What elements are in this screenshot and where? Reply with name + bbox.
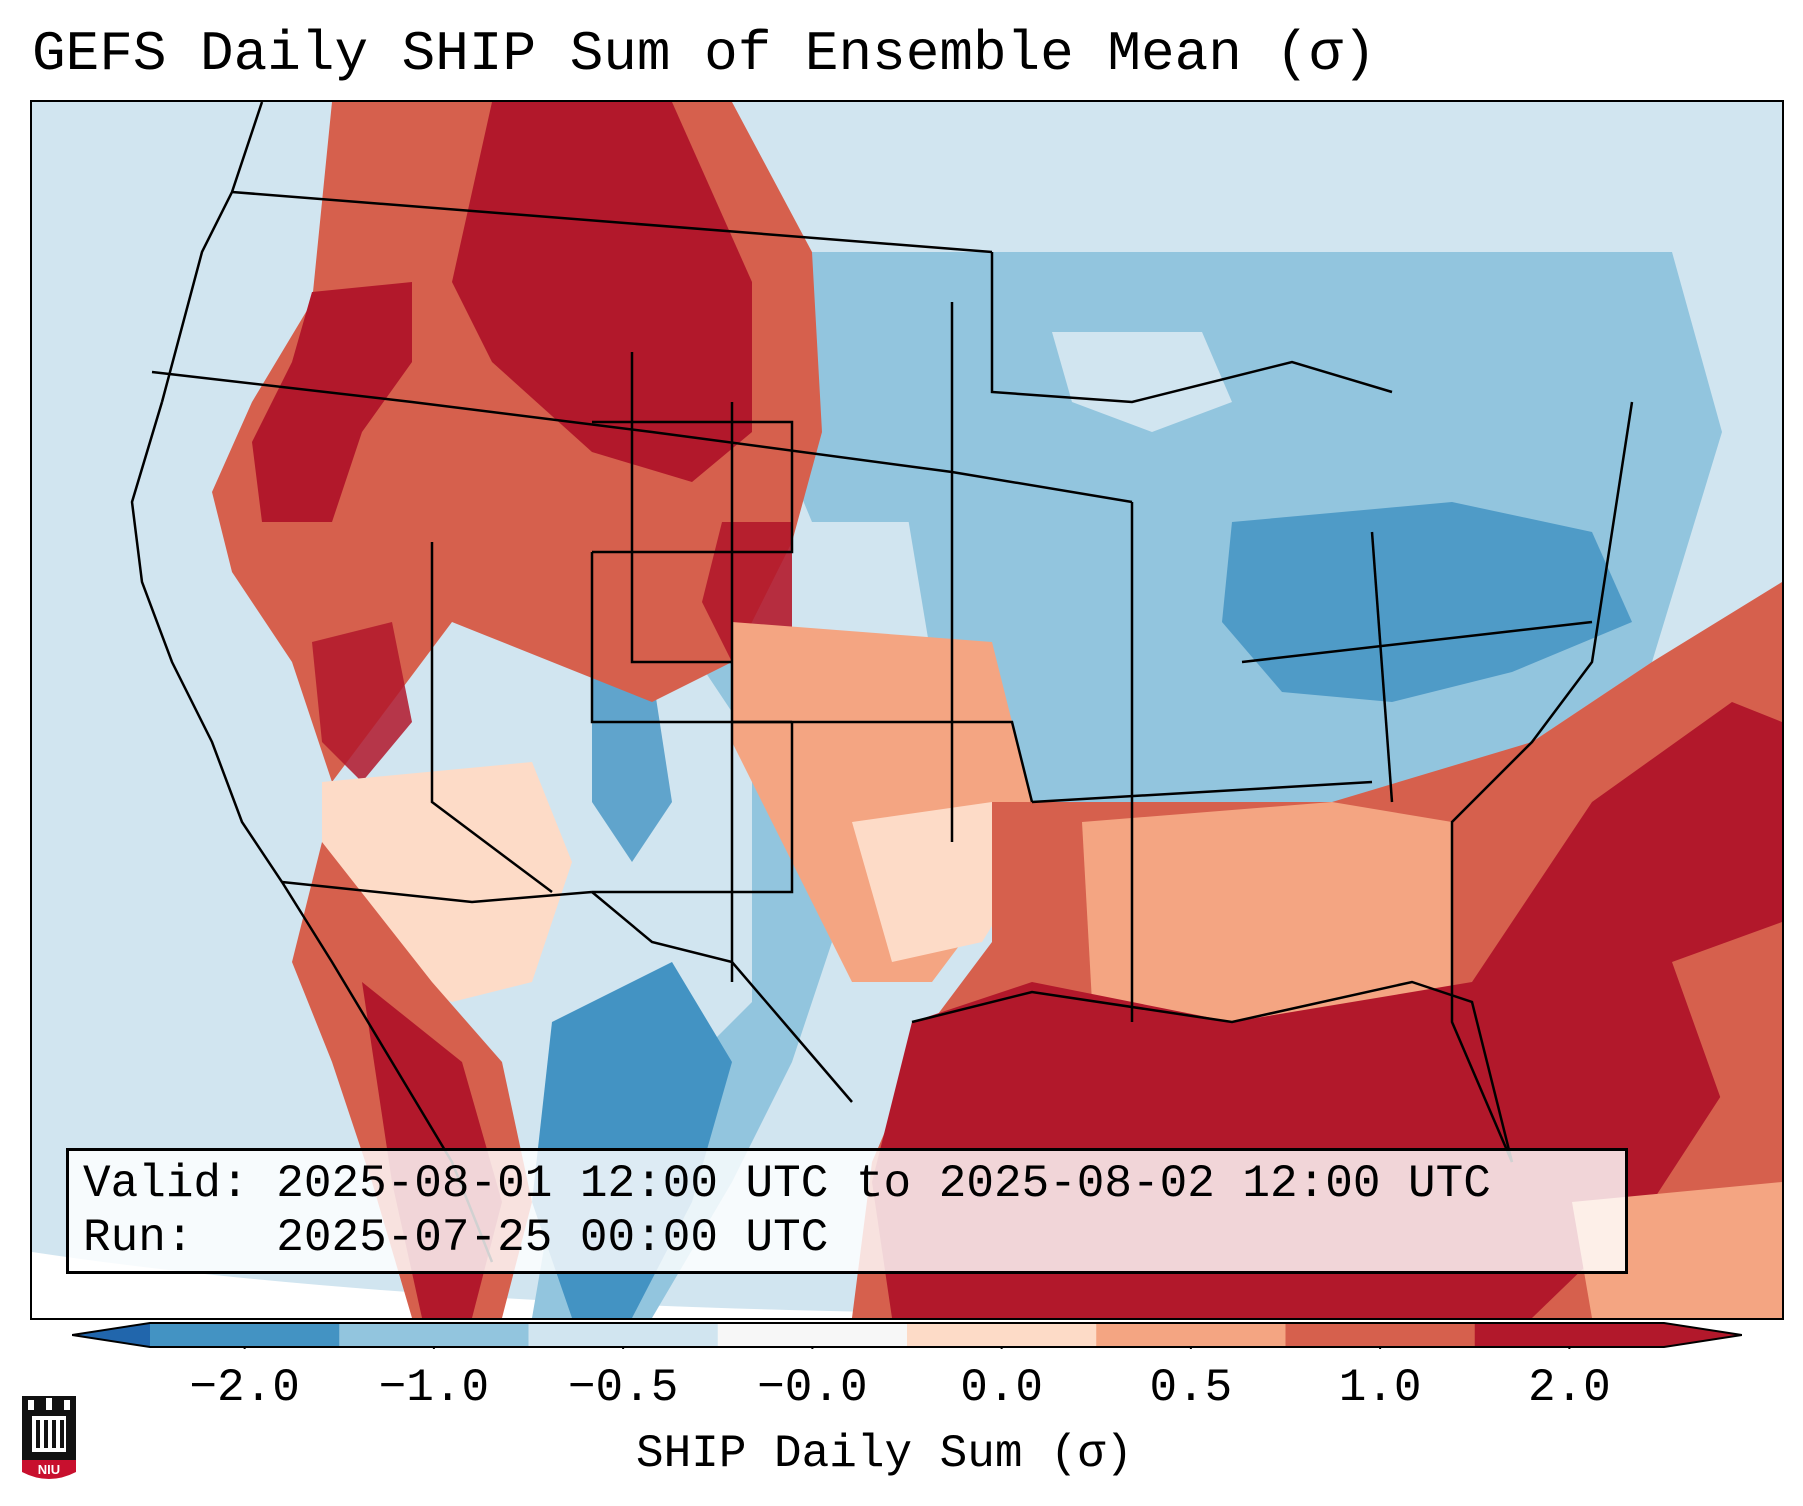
state-box-wyoming [592, 420, 794, 554]
field-region-strong-positive-oregon [252, 282, 412, 522]
colorbar-segment [1096, 1323, 1286, 1347]
state-line-appalachia [1370, 531, 1394, 803]
ship-field-map [32, 102, 1782, 1318]
us-canada-border [231, 190, 993, 254]
state-line-nevada [430, 542, 553, 893]
colorbar-segment [1285, 1323, 1476, 1347]
state-line-west [151, 370, 1133, 504]
valid-row: Valid: 2025-08-01 12:00 UTC to 2025-08-0… [83, 1157, 1611, 1211]
field-region-positive-caribbean [1672, 922, 1782, 1152]
colorbar-under-arrow [72, 1323, 150, 1347]
field-region-weak-positive-texas [852, 802, 1032, 962]
us-mexico-border-west [281, 880, 593, 904]
colorbar-segment [907, 1323, 1097, 1347]
colorbar-tick-label: 2.0 [1527, 1362, 1611, 1414]
gulf-coast [911, 980, 1514, 1163]
state-line-idaho [630, 352, 732, 664]
state-box-utah [590, 552, 792, 724]
colorbar-segment [150, 1323, 340, 1347]
colorbar-tick-label: 0.5 [1149, 1362, 1233, 1414]
geographic-borders [130, 102, 1634, 1263]
field-region-weak-negative-north [1052, 332, 1232, 432]
colorbar-segment [717, 1323, 908, 1347]
colorbar-segments [150, 1323, 1665, 1347]
colorbar-tick-label: 1.0 [1338, 1362, 1422, 1414]
field-region-strong-negative-utah [592, 662, 672, 862]
field-region-positive-southeast-land [1082, 802, 1452, 1022]
field-region-strong-positive-montana [452, 102, 752, 482]
colorbar-tick-label: −0.5 [567, 1362, 679, 1414]
colorbar-segment [1474, 1323, 1665, 1347]
state-box-new-mexico [592, 722, 794, 894]
valid-text: 2025-08-01 12:00 UTC to 2025-08-02 12:00… [276, 1158, 1491, 1210]
pacific-coast-north [160, 102, 264, 403]
colorbar-label: SHIP Daily Sum (σ) [636, 1428, 1133, 1480]
map-title: GEFS Daily SHIP Sum of Ensemble Mean (σ) [32, 22, 1377, 86]
colorbar-tick-label: 0.0 [960, 1362, 1044, 1414]
valid-label: Valid: [83, 1158, 249, 1210]
colorbar-segment [528, 1323, 719, 1347]
run-text: 2025-07-25 00:00 UTC [276, 1212, 829, 1264]
state-line-kansas [732, 720, 1034, 803]
run-row: Run: 2025-07-25 00:00 UTC [83, 1211, 1611, 1265]
valid-run-info-box: Valid: 2025-08-01 12:00 UTC to 2025-08-0… [66, 1148, 1628, 1274]
map-panel [30, 100, 1784, 1320]
colorbar-over-arrow [1664, 1323, 1742, 1347]
colorbar-tick-label: −2.0 [189, 1362, 300, 1414]
colorbar-segment [339, 1323, 529, 1347]
colorbar [72, 1322, 1742, 1349]
field-region-strong-positive-nevada [312, 622, 412, 782]
run-label: Run: [83, 1212, 194, 1264]
pacific-coast-south [130, 401, 494, 1263]
atlantic-coast [1450, 401, 1634, 1163]
colorbar-tick-label: −0.0 [757, 1362, 868, 1414]
field-region-negative-southwest [532, 622, 832, 1318]
logo-text: NIU [38, 1462, 60, 1477]
state-line-ohio-river [1241, 620, 1593, 664]
university-building-icon: NIU [22, 1396, 76, 1479]
great-lakes-border [990, 252, 1393, 404]
colorbar-tick-label: −1.0 [378, 1362, 490, 1414]
state-line-tennessee [1031, 780, 1373, 804]
